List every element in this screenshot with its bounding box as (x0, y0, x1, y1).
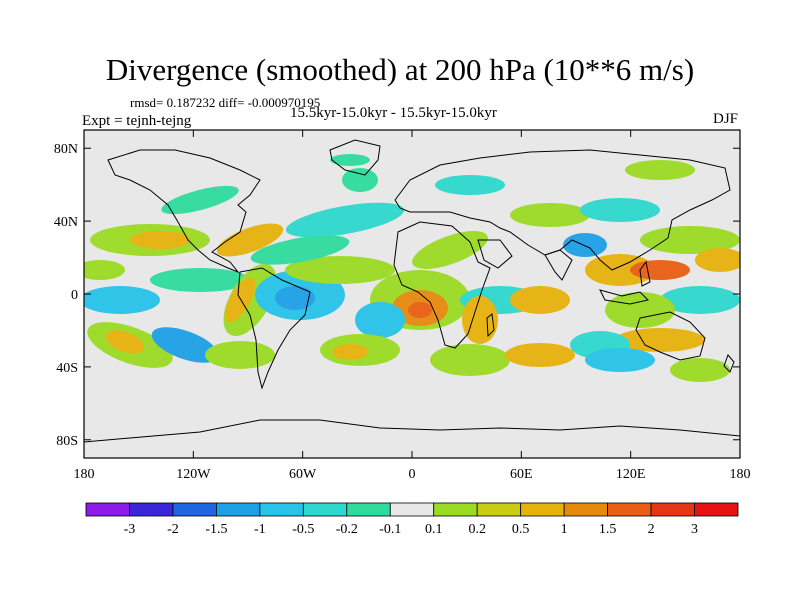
colorbar-swatch (389, 502, 435, 517)
lon-tick-label: 120E (616, 467, 646, 482)
colorbar-label: 1 (561, 522, 568, 537)
colorbar: -3 -2 -1.5 -1 -0.5 -0.2 -0.1 0.1 0.2 0.5 1 1.5 2 3 (85, 502, 739, 537)
colorbar-label: 0.1 (425, 522, 443, 537)
colorbar-swatch (85, 502, 130, 517)
lon-tick-label: 120W (176, 467, 211, 482)
colorbar-swatch (215, 502, 261, 517)
lat-tick-label: 40N (54, 215, 78, 230)
colorbar-label: 0.5 (512, 522, 530, 537)
season-label: DJF (713, 111, 739, 127)
axis-ticks: 180 120W 60W 0 60E 120E 180 80N 40N 0 40S 80S (54, 130, 751, 482)
lat-tick-label: 80N (54, 142, 78, 157)
colorbar-swatch (694, 502, 739, 517)
lon-tick-label: 180 (74, 467, 95, 482)
colorbar-label: 2 (648, 522, 655, 537)
divergence-field (84, 154, 740, 382)
colorbar-label: -0.1 (379, 522, 401, 537)
lon-tick-label: 60W (289, 467, 317, 482)
colorbar-swatch (520, 502, 565, 517)
lat-tick-label: 80S (56, 434, 78, 449)
colorbar-swatch (433, 502, 478, 517)
colorbar-swatch (563, 502, 609, 517)
lon-tick-label: 0 (409, 467, 416, 482)
colorbar-swatch (476, 502, 522, 517)
colorbar-label: -2 (167, 522, 179, 537)
period-label: 15.5kyr-15.0kyr - 15.5kyr-15.0kyr (290, 105, 497, 121)
stats-line: rmsd= 0.187232 diff= -0.000970195 (130, 95, 321, 110)
colorbar-label: 0.2 (468, 522, 486, 537)
colorbar-swatch (650, 502, 695, 517)
colorbar-swatch (172, 502, 217, 517)
colorbar-swatch (607, 502, 652, 517)
lon-tick-label: 180 (730, 467, 751, 482)
lat-tick-label: 0 (71, 288, 78, 303)
colorbar-swatch (129, 502, 174, 517)
coastlines (84, 139, 740, 443)
colorbar-label: 3 (691, 522, 698, 537)
colorbar-label: -0.2 (336, 522, 358, 537)
lat-tick-label: 40S (56, 361, 78, 376)
map-title: Divergence (smoothed) at 200 hPa (10**6 … (105, 52, 695, 87)
colorbar-label: -1 (254, 522, 266, 537)
colorbar-swatch (259, 502, 304, 517)
colorbar-label: -3 (124, 522, 136, 537)
experiment-label: Expt = tejnh-tejng (82, 113, 192, 129)
colorbar-label: -0.5 (292, 522, 314, 537)
colorbar-swatch (302, 502, 348, 517)
colorbar-label: 1.5 (599, 522, 617, 537)
colorbar-swatch (346, 502, 391, 517)
lon-tick-label: 60E (510, 467, 533, 482)
colorbar-label: -1.5 (205, 522, 227, 537)
